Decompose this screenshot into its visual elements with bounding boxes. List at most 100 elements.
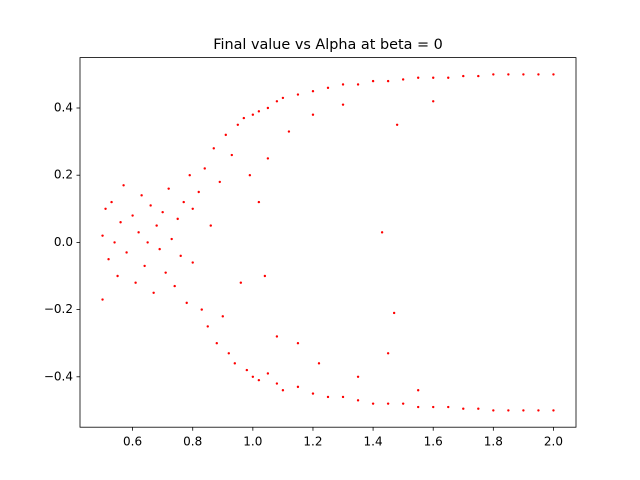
point [356, 375, 360, 378]
point [164, 271, 167, 274]
point [447, 76, 450, 79]
point [477, 407, 480, 410]
y-tick-label: −0.4 [44, 369, 73, 383]
point [101, 298, 104, 301]
point [266, 106, 270, 110]
point [203, 167, 206, 170]
point [341, 395, 345, 399]
point [432, 76, 435, 79]
point [281, 389, 285, 392]
point [143, 264, 146, 268]
point [392, 311, 396, 315]
point [134, 281, 137, 284]
point [416, 405, 420, 409]
point [311, 392, 315, 395]
point [395, 123, 399, 127]
point [275, 382, 279, 385]
point [386, 79, 390, 83]
point [167, 187, 170, 190]
point [326, 395, 330, 399]
point [266, 372, 270, 375]
y-tick-label: 0.2 [54, 168, 73, 182]
point [356, 83, 360, 86]
point [215, 342, 218, 345]
point [341, 83, 345, 86]
point [173, 284, 176, 288]
point [122, 184, 125, 187]
point [236, 123, 240, 127]
point [281, 96, 285, 100]
point [191, 261, 194, 264]
point [227, 352, 230, 355]
point [170, 237, 173, 241]
point [161, 210, 164, 214]
point [200, 308, 203, 311]
point [119, 221, 122, 224]
x-tick-label: 1.6 [424, 435, 443, 449]
point [257, 110, 261, 113]
point [209, 224, 212, 227]
point [218, 180, 221, 184]
point [110, 200, 113, 204]
y-tick-label: 0.0 [54, 235, 73, 249]
point [107, 258, 110, 261]
point [158, 247, 161, 251]
point [257, 200, 261, 204]
point [492, 73, 495, 76]
x-tick-label: 1.0 [243, 435, 262, 449]
point [245, 368, 249, 372]
point [416, 389, 420, 392]
point [462, 407, 465, 410]
y-tick-label: 0.4 [54, 101, 73, 115]
point [537, 73, 540, 76]
point [326, 86, 330, 90]
point [447, 405, 450, 409]
point [311, 113, 315, 116]
point [266, 157, 270, 160]
point [432, 405, 435, 409]
point [185, 301, 188, 305]
point [101, 234, 104, 237]
point [263, 274, 267, 278]
point [140, 194, 143, 197]
x-tick-label: 1.8 [484, 435, 503, 449]
point [341, 103, 345, 106]
plot-frame [79, 57, 577, 428]
point [507, 73, 510, 76]
x-tick-label: 2.0 [544, 435, 563, 449]
point [104, 207, 107, 210]
x-tick-label: 1.4 [364, 435, 383, 449]
point [552, 409, 555, 412]
point [248, 174, 252, 177]
point [182, 200, 185, 204]
point [137, 231, 140, 234]
point [371, 79, 375, 83]
point [386, 352, 390, 355]
point [287, 130, 291, 133]
point [155, 224, 158, 227]
point [125, 251, 128, 254]
x-tick-label: 1.2 [303, 435, 322, 449]
point [251, 375, 255, 378]
point [371, 402, 375, 405]
point [221, 315, 224, 318]
point [233, 362, 237, 365]
point [275, 335, 279, 338]
point [537, 409, 540, 412]
point [179, 254, 182, 258]
point [152, 291, 155, 294]
chart-title: Final value vs Alpha at beta = 0 [213, 37, 443, 53]
point [176, 217, 179, 221]
point [296, 385, 300, 389]
point [149, 204, 152, 207]
point [251, 113, 255, 116]
point [432, 100, 435, 103]
point [522, 73, 525, 76]
point [552, 73, 555, 76]
point [416, 76, 420, 79]
point [230, 153, 234, 157]
point [197, 190, 200, 194]
point [296, 93, 300, 96]
point [507, 409, 510, 412]
